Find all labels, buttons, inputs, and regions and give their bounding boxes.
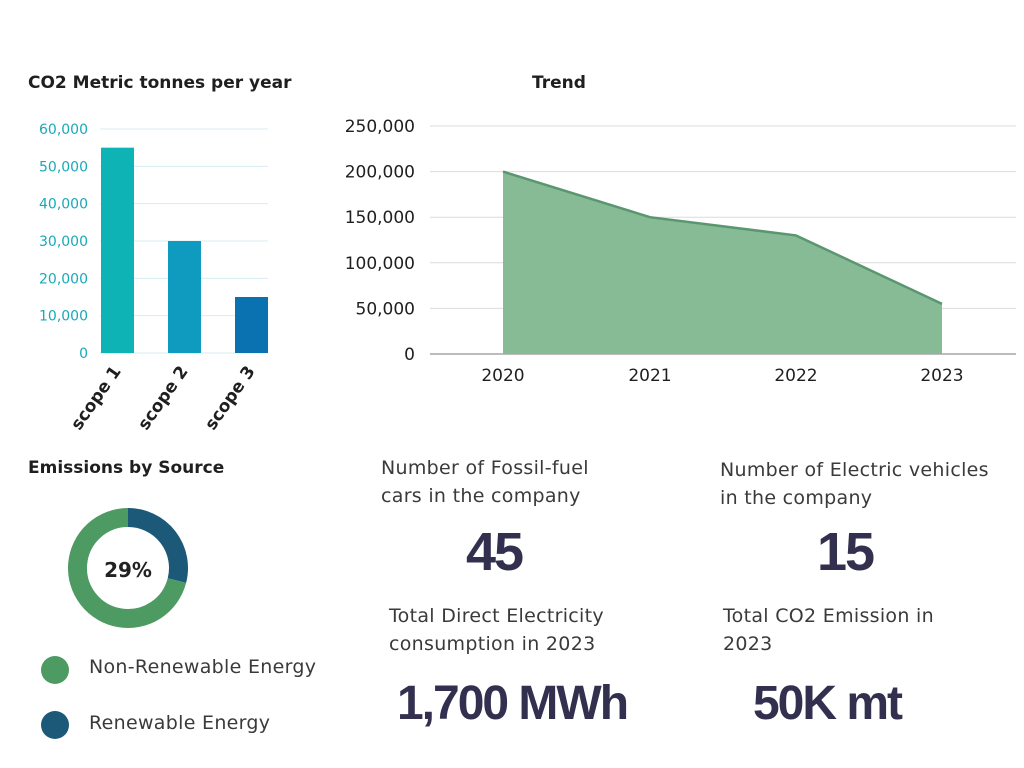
bar-ytick-label: 50,000 (39, 159, 88, 175)
area-xtick-label: 2023 (920, 366, 963, 386)
stat-value-electric-vehicles: 15 (816, 522, 875, 582)
bar-xtick-label: scope 1 (67, 362, 125, 434)
stat-value-electricity: 1,700 MWh (396, 677, 629, 730)
stat-label-fossil-cars: Number of Fossil-fuel cars in the compan… (381, 457, 589, 507)
donut-center-label: 29% (104, 558, 152, 582)
bar-scope-2 (168, 241, 201, 353)
area-ytick-label: 100,000 (345, 254, 415, 274)
bar-chart-title: CO2 Metric tonnes per year (28, 73, 292, 93)
stat-label-co2-emission: Total CO2 Emission in 2023 (723, 605, 934, 655)
legend-dot-non-renewable (41, 656, 69, 684)
area-line (502, 170, 943, 305)
bar-ytick-label: 30,000 (39, 234, 88, 250)
bar-xtick-label: scope 3 (201, 362, 259, 434)
bar-ytick-label: 60,000 (39, 122, 88, 138)
bar-ytick-label: 40,000 (39, 197, 88, 213)
bar-scope-1 (101, 147, 134, 353)
stat-label-electric-vehicles: Number of Electric vehicles in the compa… (720, 459, 989, 509)
bar-ytick-label: 20,000 (39, 271, 88, 287)
area-ytick-label: 150,000 (345, 208, 415, 228)
bar-ytick-label: 0 (79, 346, 88, 362)
bar-ytick-label: 10,000 (39, 309, 88, 325)
donut-slice-renewable-energy (127, 508, 188, 583)
area-ytick-label: 250,000 (345, 117, 415, 137)
trend-chart: 0 50,000 100,000 150,000 200,000 250,000 2020… (345, 117, 1016, 386)
stat-label-electricity: Total Direct Electricity consumption in … (389, 605, 604, 655)
bar-chart: 0 10,000 20,000 30,000 40,000 50,000 60,000 sc… (39, 122, 268, 434)
area-ytick-label: 50,000 (356, 299, 415, 319)
bar-xtick-label: scope 2 (134, 362, 192, 434)
stat-value-fossil-cars: 45 (465, 522, 524, 582)
area-xtick-label: 2020 (481, 366, 524, 386)
donut-chart: 29% (68, 508, 188, 628)
area-ytick-label: 0 (404, 345, 415, 365)
donut-chart-title: Emissions by Source (28, 458, 225, 478)
legend-label-renewable: Renewable Energy (89, 712, 271, 734)
legend-dot-renewable (41, 711, 69, 739)
area-xtick-label: 2022 (774, 366, 817, 386)
area-ytick-label: 200,000 (345, 163, 415, 183)
bar-scope-3 (235, 297, 268, 353)
area-fill (503, 171, 942, 354)
donut-slice-non-renewable-energy (68, 508, 187, 628)
legend-label-non-renewable: Non-Renewable Energy (89, 656, 317, 678)
stat-value-co2-emission: 50K mt (752, 677, 903, 730)
trend-chart-title: Trend (532, 73, 586, 93)
area-xtick-label: 2021 (628, 366, 671, 386)
